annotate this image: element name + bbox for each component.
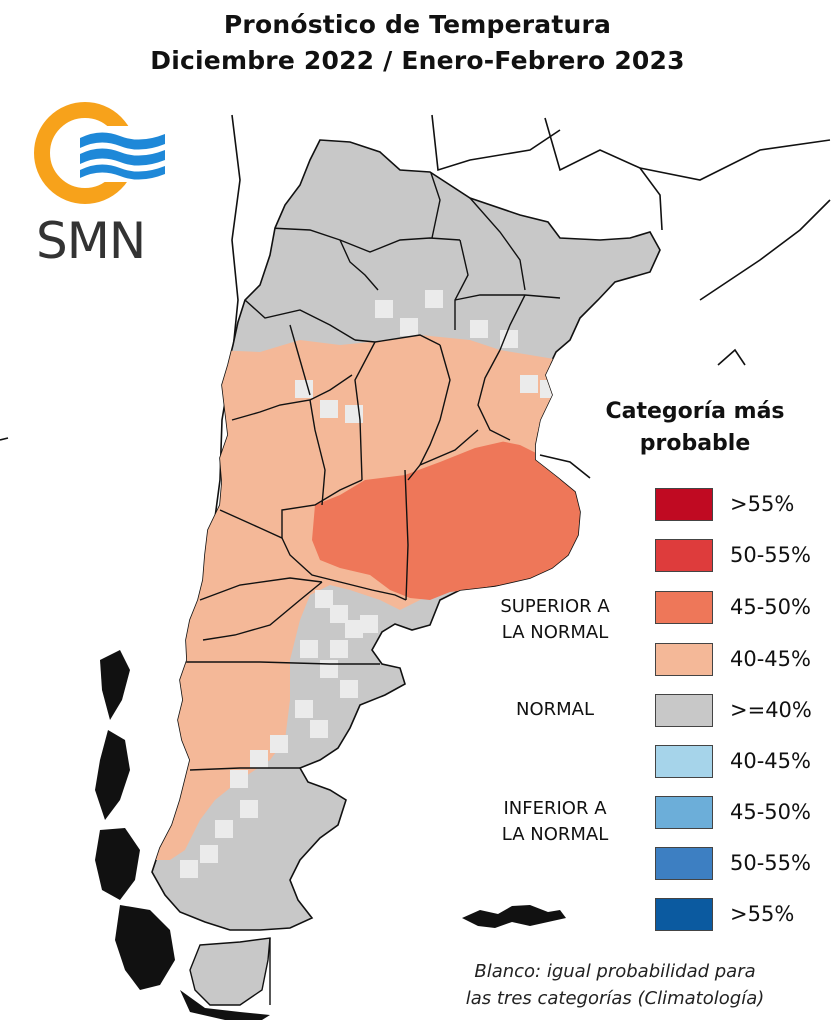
legend-label: 50-55% bbox=[730, 543, 811, 567]
legend-label: >55% bbox=[730, 902, 795, 926]
equal-probability-cell bbox=[375, 300, 393, 318]
legend-label: 45-50% bbox=[730, 595, 811, 619]
page-title-line1: Pronóstico de Temperatura bbox=[223, 10, 612, 39]
equal-probability-cell bbox=[500, 330, 518, 348]
legend-swatch bbox=[655, 488, 713, 521]
equal-probability-cell bbox=[470, 320, 488, 338]
equal-probability-cell bbox=[215, 820, 233, 838]
equal-probability-cell bbox=[180, 860, 198, 878]
equal-probability-cell bbox=[330, 605, 348, 623]
legend-swatch bbox=[655, 539, 713, 572]
legend-label: 40-45% bbox=[730, 647, 811, 671]
chile-archipelago bbox=[95, 650, 270, 1020]
equal-probability-cell bbox=[315, 590, 333, 608]
equal-probability-cell bbox=[360, 615, 378, 633]
forecast-regions bbox=[152, 335, 585, 860]
equal-probability-cell bbox=[540, 380, 558, 398]
legend-swatch bbox=[655, 643, 713, 676]
equal-probability-cell bbox=[250, 750, 268, 768]
legend-title-line2: probable bbox=[639, 431, 751, 456]
legend-label: 40-45% bbox=[730, 749, 811, 773]
legend-swatch bbox=[655, 847, 713, 880]
equal-probability-cell bbox=[230, 770, 248, 788]
legend-note-line1: Blanco: igual probabilidad para bbox=[474, 961, 756, 982]
legend-swatch bbox=[655, 694, 713, 727]
region-above-ne bbox=[480, 360, 555, 445]
page-title-line2: Diciembre 2022 / Enero-Febrero 2023 bbox=[150, 46, 685, 75]
legend-group-inferior-line1: INFERIOR A bbox=[503, 798, 607, 819]
legend-note-line2: las tres categorías (Climatología) bbox=[465, 988, 765, 1009]
legend-group-normal: NORMAL bbox=[515, 699, 594, 720]
smn-logo-text: SMN bbox=[36, 212, 146, 270]
equal-probability-cell bbox=[345, 620, 363, 638]
region-above-45-50 bbox=[312, 440, 585, 600]
equal-probability-cell bbox=[400, 318, 418, 336]
tierra-del-fuego bbox=[189, 937, 271, 1006]
equal-probability-cell bbox=[270, 735, 288, 753]
province-borders bbox=[186, 169, 561, 771]
legend-group-superior-line1: SUPERIOR A bbox=[500, 596, 610, 617]
malvinas-islands bbox=[462, 905, 566, 928]
legend-label: >=40% bbox=[730, 698, 812, 722]
legend-swatch bbox=[655, 898, 713, 931]
legend-title-line1: Categoría más bbox=[605, 399, 785, 424]
legend-group-superior-line2: LA NORMAL bbox=[501, 622, 609, 643]
legend-label: 45-50% bbox=[730, 800, 811, 824]
equal-probability-cell bbox=[300, 640, 318, 658]
equal-probability-cell bbox=[295, 700, 313, 718]
legend-swatch bbox=[655, 591, 713, 624]
equal-probability-cell bbox=[310, 720, 328, 738]
legend-group-inferior-line2: LA NORMAL bbox=[501, 824, 609, 845]
equal-probability-cell bbox=[320, 400, 338, 418]
equal-probability-cell bbox=[340, 680, 358, 698]
equal-probability-cell bbox=[520, 375, 538, 393]
equal-probability-cell bbox=[330, 640, 348, 658]
legend-label: 50-55% bbox=[730, 851, 811, 875]
equal-probability-cell bbox=[240, 800, 258, 818]
equal-probability-cell bbox=[425, 290, 443, 308]
equal-probability-cell bbox=[295, 380, 313, 398]
legend-swatch bbox=[655, 796, 713, 829]
smn-logo-icon bbox=[34, 102, 175, 204]
legend-swatch bbox=[655, 745, 713, 778]
legend-label: >55% bbox=[730, 492, 795, 516]
equal-probability-cell bbox=[320, 660, 338, 678]
equal-probability-cell bbox=[200, 845, 218, 863]
